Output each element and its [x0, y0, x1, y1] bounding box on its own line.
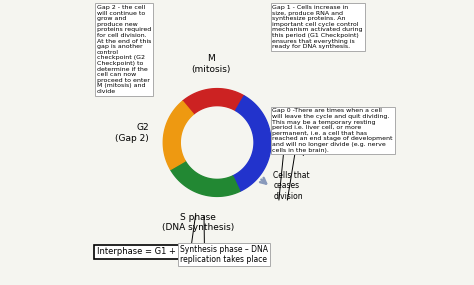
Polygon shape	[163, 101, 193, 170]
Polygon shape	[233, 96, 271, 191]
Text: Cells that
ceases
division: Cells that ceases division	[273, 171, 310, 201]
Text: G1
(Gap 1): G1 (Gap 1)	[286, 137, 320, 156]
Polygon shape	[231, 97, 238, 102]
Polygon shape	[180, 109, 187, 116]
Text: G2
(Gap 2): G2 (Gap 2)	[115, 123, 149, 142]
Text: Gap 2 - the cell
will continue to
grow and
produce new
proteins required
for cel: Gap 2 - the cell will continue to grow a…	[97, 5, 151, 94]
Text: Gap 0 -There are times when a cell
will leave the cycle and quit dividing.
This : Gap 0 -There are times when a cell will …	[273, 109, 393, 153]
Text: M
(mitosis): M (mitosis)	[191, 54, 231, 74]
Text: Interphase = G1 + S + G2: Interphase = G1 + S + G2	[97, 247, 207, 256]
Polygon shape	[179, 166, 185, 174]
Polygon shape	[182, 89, 244, 114]
Polygon shape	[171, 161, 240, 196]
Text: Synthesis phase – DNA
replication takes place: Synthesis phase – DNA replication takes …	[180, 245, 268, 264]
Text: S phase
(DNA synthesis): S phase (DNA synthesis)	[162, 213, 235, 232]
Text: Gap 1 - Cells increase in
size, produce RNA and
synthesize proteins. An
importan: Gap 1 - Cells increase in size, produce …	[273, 5, 363, 49]
Polygon shape	[238, 177, 246, 183]
